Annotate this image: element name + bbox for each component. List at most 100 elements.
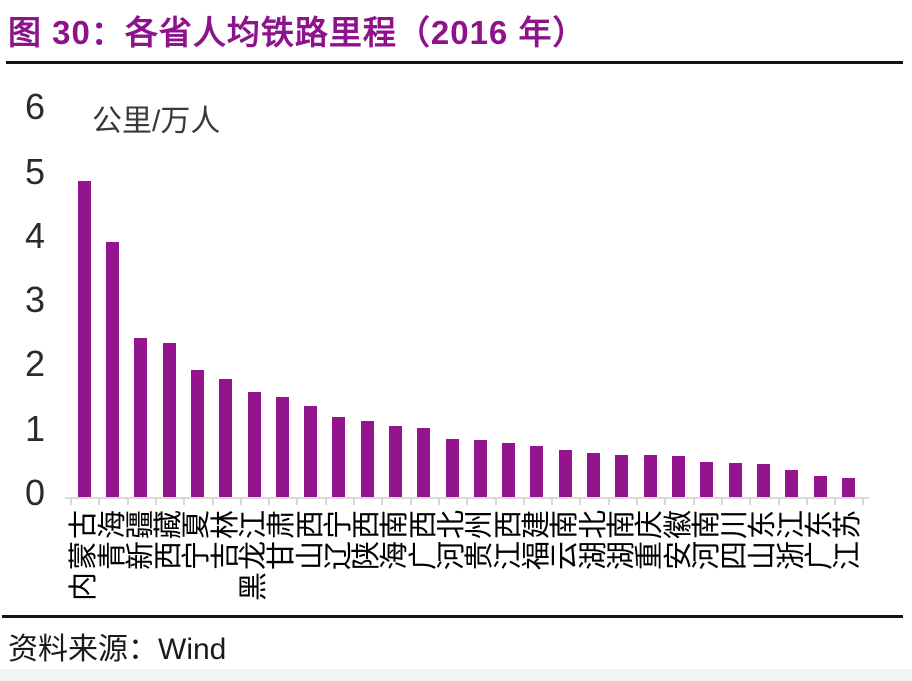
bar (77, 180, 91, 497)
x-axis-label: 宁夏 (181, 508, 214, 571)
x-axis-label: 浙江 (775, 508, 808, 571)
y-axis-tick-label: 5 (24, 150, 45, 192)
x-axis-tick (805, 497, 808, 505)
x-axis-label: 贵州 (464, 508, 497, 571)
bar (728, 462, 742, 497)
bar (304, 406, 318, 497)
x-axis-label: 重庆 (634, 508, 667, 571)
bar (417, 428, 431, 497)
x-axis-tick (268, 497, 271, 505)
x-axis-tick (522, 497, 525, 505)
x-axis-tick (749, 497, 752, 505)
x-axis-label: 甘肃 (266, 508, 299, 571)
bar (360, 420, 374, 497)
figure-title: 图 30：各省人均铁路里程（2016 年） (8, 14, 587, 51)
y-axis-tick-label: 4 (24, 214, 45, 256)
bar (502, 443, 516, 497)
x-axis-label: 黑龙江 (238, 508, 270, 602)
x-axis-label: 云南 (549, 508, 582, 571)
x-axis-label: 江西 (492, 508, 525, 571)
y-axis-tick-label: 1 (24, 407, 45, 449)
source-label: 资料来源： (8, 633, 158, 666)
x-axis-tick (183, 497, 186, 505)
x-axis-label: 河北 (436, 508, 469, 571)
source-line: 资料来源：Wind (8, 624, 226, 668)
x-axis-label: 西藏 (153, 508, 186, 571)
x-axis-tick (607, 497, 610, 505)
bar (106, 242, 119, 497)
source-divider (2, 615, 903, 618)
x-axis-label: 内蒙古 (68, 508, 101, 602)
x-axis-tick (70, 497, 72, 505)
x-axis-label: 青海 (96, 508, 129, 571)
x-axis-tick (494, 497, 497, 505)
x-axis-label: 新疆 (124, 508, 157, 571)
bar (445, 438, 459, 497)
title-divider (6, 61, 903, 64)
bar (558, 450, 572, 497)
bar (219, 378, 233, 497)
y-axis-tick-label: 0 (24, 472, 45, 513)
x-axis-labels: 内蒙古 青海 新疆 西藏 宁夏 吉林 黑龙江 甘肃 山西 辽宁 陕西 海南 广西 河北 贵州 江西 福建 云南 湖北… (68, 508, 870, 618)
bar (587, 453, 601, 497)
x-axis-label: 安徽 (662, 508, 695, 571)
bar (813, 475, 827, 497)
bar (473, 439, 487, 497)
x-axis-tick (720, 497, 723, 505)
x-axis-tick (437, 497, 440, 505)
x-axis-tick (126, 497, 129, 505)
x-axis-label: 四川 (719, 508, 751, 571)
bar (756, 464, 770, 497)
bar (785, 470, 799, 497)
y-axis-unit-label: 公里/万人 (92, 105, 221, 138)
x-axis-tick (381, 497, 384, 505)
x-axis-label: 陕西 (351, 508, 384, 571)
x-axis-label: 吉林 (209, 508, 242, 571)
bar (275, 397, 289, 497)
bar (332, 416, 346, 497)
x-axis-label: 河南 (690, 508, 723, 571)
bar (643, 455, 657, 497)
x-axis-tick (324, 497, 327, 505)
x-axis-label: 辽宁 (322, 508, 355, 571)
x-axis-label: 湖北 (577, 508, 610, 571)
x-axis-tick (353, 497, 355, 505)
x-axis-label: 湖南 (605, 508, 638, 571)
x-axis-tick (777, 497, 780, 505)
y-axis-tick-label: 6 (24, 86, 45, 128)
x-axis-label: 福建 (520, 508, 553, 571)
bar (134, 338, 148, 497)
source-value: Wind (158, 633, 227, 666)
x-axis-tick (296, 497, 299, 505)
x-axis-tick (154, 497, 157, 505)
x-axis-tick (98, 497, 101, 505)
bar (841, 477, 855, 497)
x-axis-tick (239, 497, 242, 505)
x-axis-label: 山东 (747, 508, 780, 571)
bar (700, 461, 714, 497)
x-axis-label: 广西 (407, 508, 440, 571)
x-axis-tick (466, 497, 469, 505)
x-axis-tick (409, 497, 412, 505)
bar (190, 370, 204, 497)
x-axis-tick (579, 497, 582, 505)
bar (615, 454, 629, 497)
bar (530, 446, 544, 497)
x-axis-label: 海南 (379, 508, 412, 571)
y-axis-tick-label: 2 (24, 343, 45, 385)
bar (247, 392, 261, 497)
x-axis-tick (551, 497, 554, 505)
y-axis-tick-label: 3 (24, 279, 45, 321)
x-axis-tick (636, 497, 638, 505)
x-axis-tick (664, 497, 667, 505)
x-axis-tick (692, 497, 695, 505)
x-axis-label: 江苏 (832, 508, 865, 571)
x-axis-tick (862, 497, 865, 505)
bar (672, 455, 685, 497)
x-axis-label: 山西 (294, 508, 327, 571)
x-axis-tick (211, 497, 214, 505)
plot-area (70, 84, 866, 497)
bar (388, 426, 402, 497)
footer-strip (0, 669, 912, 681)
